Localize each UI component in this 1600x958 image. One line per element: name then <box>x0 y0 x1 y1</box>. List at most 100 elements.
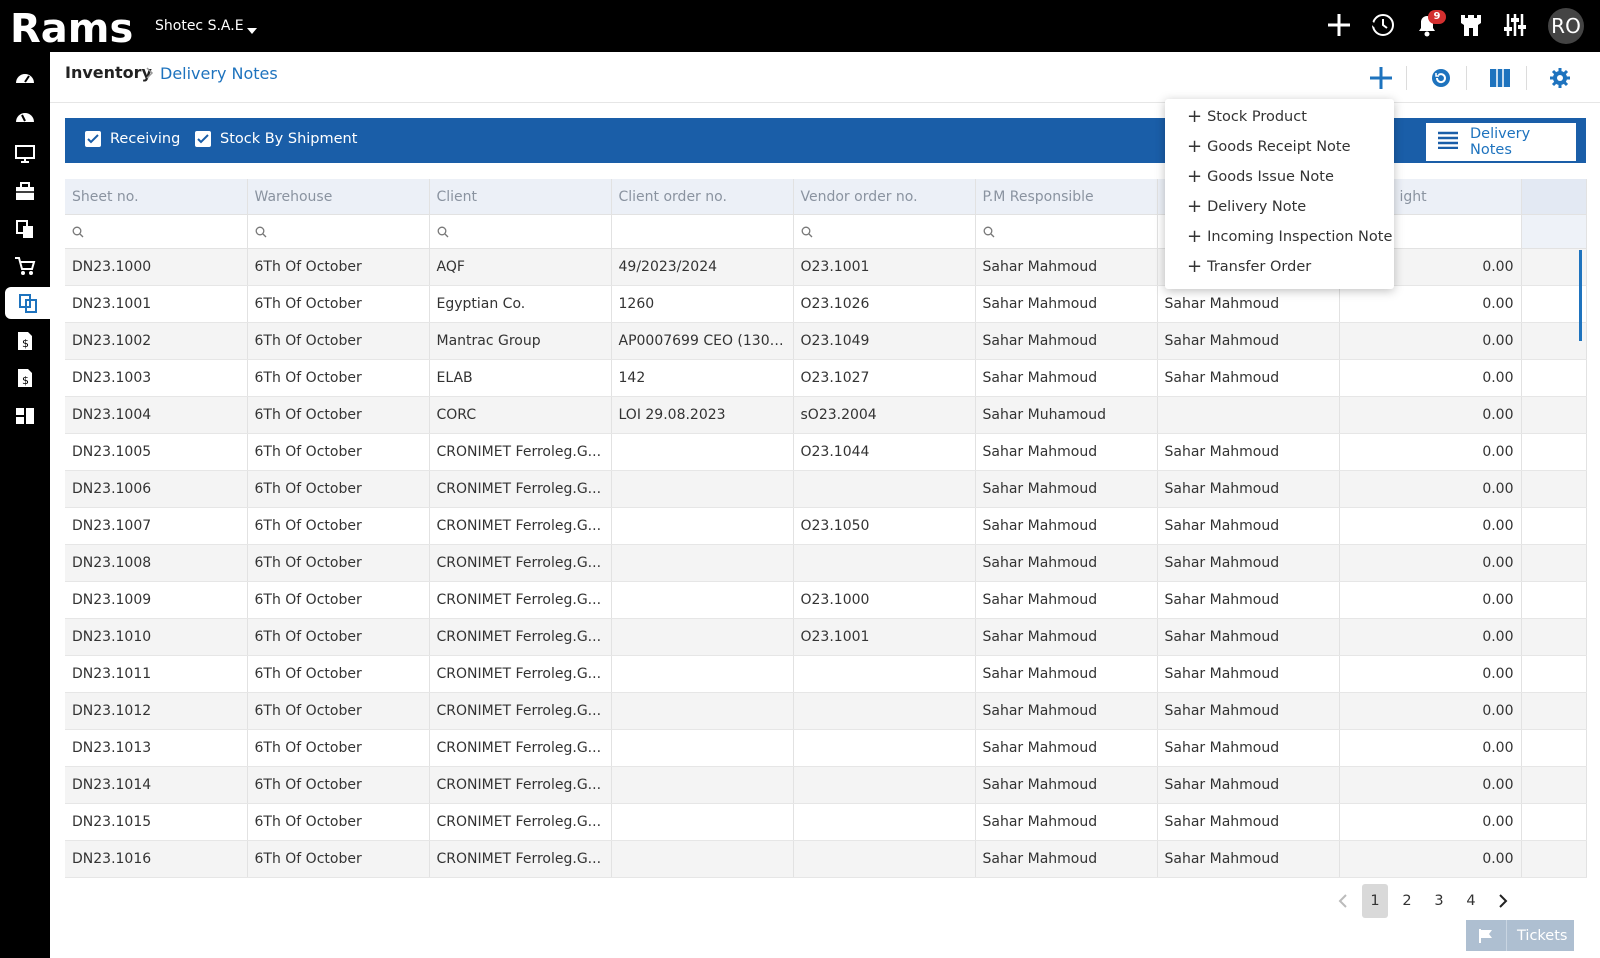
table-row[interactable]: DN23.1016 6Th Of October CRONIMET Ferroleg… <box>65 840 1587 878</box>
table-cell: DN23.1006 <box>65 470 248 508</box>
table-row[interactable]: DN23.1004 6Th Of October CORC LOI 29.08.202… <box>65 396 1587 434</box>
table-cell <box>1521 655 1587 693</box>
column-search-input[interactable] <box>611 214 794 249</box>
menu-item-goods-issue-note[interactable]: + Goods Issue Note <box>1187 165 1334 189</box>
table-row[interactable]: DN23.1008 6Th Of October CRONIMET Ferroleg… <box>65 544 1587 582</box>
menu-item-stock-product[interactable]: + Stock Product <box>1187 105 1307 129</box>
chevron-right-icon[interactable] <box>1490 884 1516 918</box>
cart-icon[interactable] <box>5 250 45 282</box>
table-cell: Sahar Mahmoud <box>1157 803 1340 841</box>
column-search-input[interactable] <box>793 214 976 249</box>
table-row[interactable]: DN23.1011 6Th Of October CRONIMET Ferroleg… <box>65 655 1587 693</box>
table-row[interactable]: DN23.1005 6Th Of October CRONIMET Ferroleg… <box>65 433 1587 471</box>
table-row[interactable]: DN23.1001 6Th Of October Egyptian Co. 1260 O… <box>65 285 1587 323</box>
checkbox-icon[interactable] <box>195 131 211 147</box>
search-icon <box>255 226 266 237</box>
company-selector[interactable]: Shotec S.A.E <box>155 18 244 34</box>
page-button[interactable]: 3 <box>1434 893 1444 909</box>
breadcrumb-inventory[interactable]: Inventory <box>65 63 152 82</box>
table-cell: O23.1050 <box>793 507 976 545</box>
history-icon[interactable] <box>1368 10 1398 40</box>
scrollbar[interactable] <box>1579 250 1582 341</box>
table-cell: 6Th Of October <box>247 248 430 286</box>
column-header[interactable]: Client order no. <box>611 179 794 215</box>
filter-receiving[interactable]: Receiving <box>85 131 180 147</box>
column-search-input[interactable] <box>975 214 1158 249</box>
chevron-left-icon[interactable] <box>1330 884 1356 918</box>
plus-icon[interactable] <box>1367 64 1395 92</box>
menu-item-label: Transfer Order <box>1207 259 1312 275</box>
table-cell <box>1521 581 1587 619</box>
table-cell: 0.00 <box>1339 396 1522 434</box>
table-row[interactable]: DN23.1010 6Th Of October CRONIMET Ferroleg… <box>65 618 1587 656</box>
inventory-icon[interactable] <box>5 287 50 319</box>
table-row[interactable]: DN23.1007 6Th Of October CRONIMET Ferroleg… <box>65 507 1587 545</box>
columns-icon[interactable] <box>1486 64 1514 92</box>
table-row[interactable]: DN23.1003 6Th Of October ELAB 142 O23.1027 Sa… <box>65 359 1587 397</box>
table-cell: Sahar Mahmoud <box>1157 507 1340 545</box>
menu-item-delivery-note[interactable]: + Delivery Note <box>1187 195 1306 219</box>
table-cell: 6Th Of October <box>247 470 430 508</box>
invoice-alt-icon[interactable]: $ <box>5 362 45 394</box>
checkbox-icon[interactable] <box>85 131 101 147</box>
rams-logo[interactable]: Rams <box>10 4 132 46</box>
table-cell: CRONIMET Ferroleg.G... <box>429 581 612 619</box>
menu-item-transfer-order[interactable]: + Transfer Order <box>1187 255 1311 279</box>
avatar[interactable]: RO <box>1548 8 1584 44</box>
table-cell: 0.00 <box>1339 840 1522 878</box>
column-search-input[interactable] <box>247 214 430 249</box>
table-cell <box>1157 396 1340 434</box>
table-cell: DN23.1002 <box>65 322 248 360</box>
dashboard-icon[interactable] <box>5 63 45 95</box>
castle-icon[interactable] <box>1456 10 1486 40</box>
column-header <box>1521 179 1587 215</box>
column-search-input[interactable] <box>429 214 612 249</box>
table-cell: 6Th Of October <box>247 655 430 693</box>
menu-item-goods-receipt-note[interactable]: + Goods Receipt Note <box>1187 135 1351 159</box>
plus-icon[interactable] <box>1324 10 1354 40</box>
table-cell: CRONIMET Ferroleg.G... <box>429 803 612 841</box>
table-row[interactable]: DN23.1009 6Th Of October CRONIMET Ferroleg… <box>65 581 1587 619</box>
page-button[interactable]: 4 <box>1466 893 1476 909</box>
briefcase-icon[interactable] <box>5 176 45 208</box>
dashboard-alt-icon[interactable] <box>5 101 45 133</box>
table-row[interactable]: DN23.1014 6Th Of October CRONIMET Ferroleg… <box>65 766 1587 804</box>
monitor-icon[interactable] <box>5 138 45 170</box>
table-cell <box>611 581 794 619</box>
menu-item-incoming-inspection-note[interactable]: + Incoming Inspection Note <box>1187 225 1392 249</box>
chevron-down-icon[interactable] <box>247 28 257 34</box>
table-row[interactable]: DN23.1012 6Th Of October CRONIMET Ferroleg… <box>65 692 1587 730</box>
table-cell: AP0007699 CEO (130539) <box>611 322 794 360</box>
page-button[interactable]: 2 <box>1402 893 1412 909</box>
filter-stock-by-shipment[interactable]: Stock By Shipment <box>195 131 357 147</box>
table-cell: 6Th Of October <box>247 433 430 471</box>
refresh-icon[interactable] <box>1427 64 1455 92</box>
invoice-icon[interactable]: $ <box>5 325 45 357</box>
tab-delivery-notes[interactable]: Delivery Notes <box>1426 123 1576 161</box>
menu-item-label: Goods Issue Note <box>1207 169 1334 185</box>
table-cell: 0.00 <box>1339 766 1522 804</box>
table-cell: Sahar Mahmoud <box>975 359 1158 397</box>
table-row[interactable]: DN23.1000 6Th Of October AQF 49/2023/2024 O2… <box>65 248 1587 286</box>
column-header[interactable]: Client <box>429 179 612 215</box>
reports-icon[interactable] <box>5 400 45 432</box>
column-search-input[interactable] <box>65 214 248 249</box>
column-header[interactable]: Vendor order no. <box>793 179 976 215</box>
table-cell <box>1521 729 1587 767</box>
table-row[interactable]: DN23.1015 6Th Of October CRONIMET Ferroleg… <box>65 803 1587 841</box>
table-cell: Sahar Mahmoud <box>1157 544 1340 582</box>
sliders-icon[interactable] <box>1500 10 1530 40</box>
table-row[interactable]: DN23.1006 6Th Of October CRONIMET Ferroleg… <box>65 470 1587 508</box>
column-header[interactable]: Sheet no. <box>65 179 248 215</box>
documents-icon[interactable] <box>5 213 45 245</box>
table-row[interactable]: DN23.1013 6Th Of October CRONIMET Ferroleg… <box>65 729 1587 767</box>
page-button[interactable]: 1 <box>1362 884 1388 918</box>
menu-item-label: Goods Receipt Note <box>1207 139 1351 155</box>
column-header[interactable]: P.M Responsible <box>975 179 1158 215</box>
table-cell: CRONIMET Ferroleg.G... <box>429 507 612 545</box>
tickets-button[interactable]: Tickets <box>1466 920 1574 951</box>
column-header[interactable]: Warehouse <box>247 179 430 215</box>
table-cell: O23.1044 <box>793 433 976 471</box>
table-row[interactable]: DN23.1002 6Th Of October Mantrac Group AP00… <box>65 322 1587 360</box>
settings-icon[interactable] <box>1546 64 1574 92</box>
